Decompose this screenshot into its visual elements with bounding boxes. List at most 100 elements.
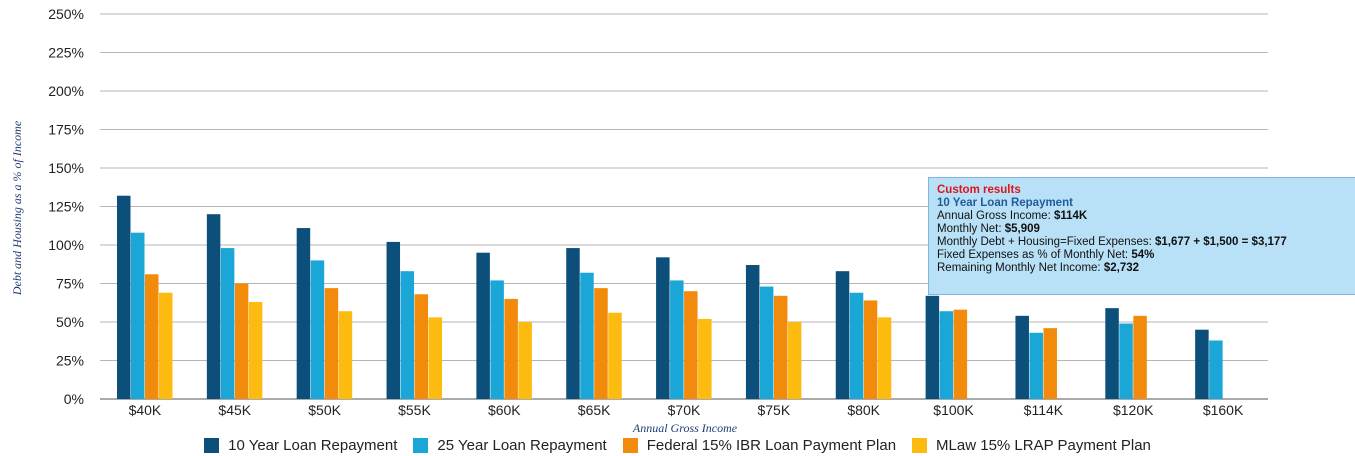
bar[interactable] — [117, 195, 131, 399]
bar[interactable] — [670, 280, 684, 399]
bar[interactable] — [849, 292, 864, 399]
tooltip-pct-label: Fixed Expenses as % of Monthly Net: — [937, 249, 1132, 261]
legend-swatch — [622, 438, 638, 453]
y-tick-label: 225% — [48, 45, 84, 61]
bar[interactable] — [131, 232, 145, 399]
x-tick-label: $40K — [129, 402, 162, 418]
bar[interactable] — [759, 286, 774, 399]
x-tick-label: $55K — [398, 402, 431, 418]
tooltip-net-value: $5,909 — [1004, 223, 1040, 235]
bar[interactable] — [1029, 332, 1043, 399]
bar[interactable] — [1043, 328, 1057, 399]
y-tick-label: 200% — [48, 83, 84, 99]
legend-swatch — [413, 438, 429, 453]
y-tick-label: 25% — [56, 353, 84, 369]
legend-label: Federal 15% IBR Loan Payment Plan — [646, 437, 897, 454]
tooltip-fixed-value: $1,677 + $1,500 = $3,177 — [1154, 236, 1287, 248]
bar[interactable] — [566, 248, 580, 399]
bar[interactable] — [698, 318, 712, 399]
bar[interactable] — [580, 272, 594, 399]
x-axis-title: Annual Gross Income — [632, 421, 738, 435]
tooltip-net-line: Monthly Net: $5,909 — [937, 223, 1355, 236]
legend: 10 Year Loan Repayment 25 Year Loan Repay… — [0, 437, 1355, 454]
bar[interactable] — [773, 295, 788, 399]
y-tick-label: 150% — [48, 160, 84, 176]
bar[interactable] — [490, 280, 504, 399]
bar[interactable] — [338, 311, 353, 399]
bar[interactable] — [925, 295, 940, 399]
bar[interactable] — [684, 291, 698, 399]
y-axis-title: Debt and Housing as a % of Income — [10, 120, 24, 296]
x-tick-label: $114K — [1024, 402, 1064, 418]
bar[interactable] — [145, 274, 159, 399]
bar[interactable] — [206, 214, 221, 399]
bar[interactable] — [939, 311, 954, 399]
legend-item[interactable]: 25 Year Loan Repayment — [413, 437, 607, 454]
legend-item[interactable]: Federal 15% IBR Loan Payment Plan — [622, 437, 897, 454]
y-tick-label: 175% — [48, 122, 84, 138]
legend-label: 25 Year Loan Repayment — [437, 437, 607, 454]
bar[interactable] — [835, 271, 850, 399]
y-tick-label: 75% — [56, 276, 84, 292]
bar[interactable] — [745, 265, 760, 399]
x-tick-label: $120K — [1113, 402, 1154, 418]
x-tick-label: $75K — [757, 402, 790, 418]
legend-swatch — [204, 438, 220, 453]
bar[interactable] — [877, 317, 892, 399]
bar[interactable] — [656, 257, 670, 399]
tooltip-fixed-line: Monthly Debt + Housing=Fixed Expenses: $… — [937, 236, 1355, 249]
x-tick-label: $80K — [847, 402, 880, 418]
bar[interactable] — [1015, 315, 1029, 399]
bar[interactable] — [1133, 315, 1147, 399]
tooltip-fixed-label: Monthly Debt + Housing=Fixed Expenses: — [937, 236, 1155, 248]
x-tick-label: $50K — [308, 402, 341, 418]
x-tick-label: $100K — [933, 402, 974, 418]
legend-item[interactable]: 10 Year Loan Repayment — [204, 437, 397, 454]
bar[interactable] — [594, 288, 608, 399]
y-tick-label: 125% — [48, 199, 84, 215]
y-tick-label: 0% — [64, 391, 84, 407]
tooltip-pct-value: 54% — [1131, 249, 1155, 261]
bar[interactable] — [220, 248, 235, 399]
x-tick-label: $45K — [218, 402, 251, 418]
bar[interactable] — [248, 301, 263, 399]
bar[interactable] — [1209, 340, 1223, 399]
bar[interactable] — [1105, 308, 1119, 399]
bar[interactable] — [863, 300, 878, 399]
bar[interactable] — [1119, 323, 1133, 399]
bar[interactable] — [428, 317, 443, 399]
tooltip-title: Custom results — [937, 184, 1021, 196]
bar[interactable] — [159, 292, 173, 399]
x-tick-label: $160K — [1203, 402, 1244, 418]
tooltip-gross-label: Annual Gross Income: — [937, 210, 1054, 222]
tooltip-pct-line: Fixed Expenses as % of Monthly Net: 54% — [937, 249, 1355, 262]
bar[interactable] — [1195, 329, 1209, 399]
legend-swatch — [912, 438, 928, 453]
tooltip-remaining-line: Remaining Monthly Net Income: $2,732 — [937, 262, 1355, 275]
tooltip-remaining-value: $2,732 — [1103, 262, 1140, 274]
x-tick-label: $60K — [488, 402, 521, 418]
legend-label: 10 Year Loan Repayment — [228, 437, 398, 454]
bar[interactable] — [386, 241, 401, 399]
bar[interactable] — [296, 228, 311, 399]
bar[interactable] — [518, 322, 532, 399]
bar[interactable] — [953, 309, 968, 399]
bar[interactable] — [476, 252, 490, 399]
bar[interactable] — [400, 271, 415, 399]
y-tick-label: 50% — [56, 314, 84, 330]
tooltip-remaining-label: Remaining Monthly Net Income: — [937, 262, 1104, 274]
tooltip-gross-value: $114K — [1053, 210, 1088, 222]
tooltip: Custom results 10 Year Loan Repayment An… — [928, 177, 1355, 295]
bar[interactable] — [608, 312, 622, 399]
bar[interactable] — [787, 322, 802, 399]
bar[interactable] — [414, 294, 429, 399]
bar[interactable] — [310, 260, 325, 399]
bar[interactable] — [324, 288, 339, 399]
bar[interactable] — [504, 298, 518, 399]
legend-item[interactable]: MLaw 15% LRAP Payment Plan — [912, 437, 1151, 454]
y-tick-label: 250% — [48, 6, 84, 22]
x-tick-label: $65K — [578, 402, 611, 418]
bar[interactable] — [234, 283, 249, 400]
chart-area: 0%25%50%75%100%125%150%175%200%225%250% … — [10, 6, 1268, 435]
tooltip-net-label: Monthly Net: — [937, 223, 1005, 235]
